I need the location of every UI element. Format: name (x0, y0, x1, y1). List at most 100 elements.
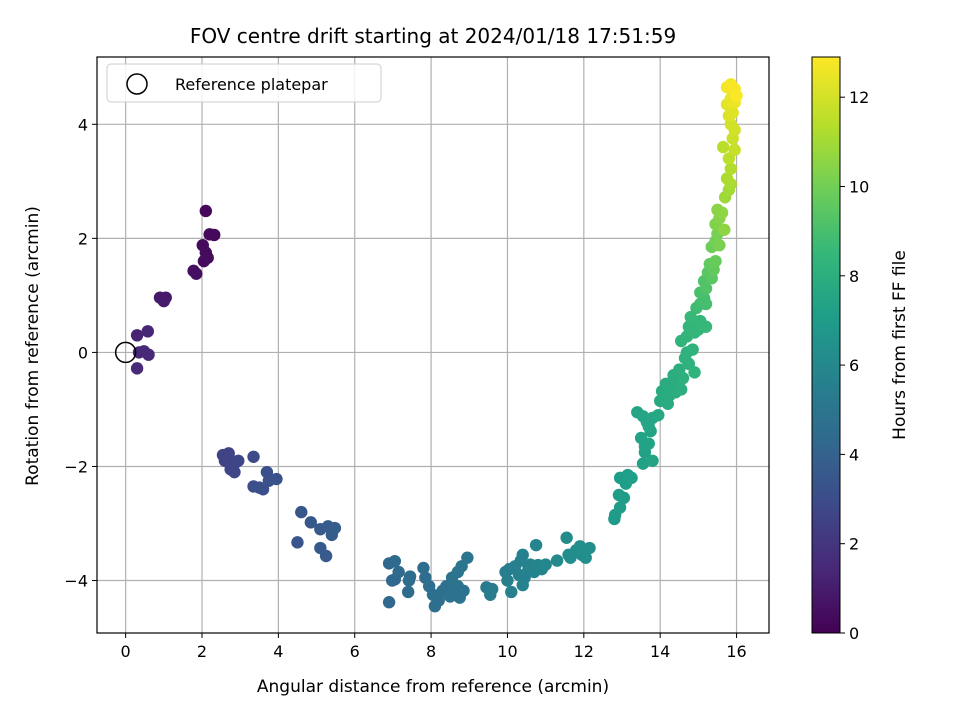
axes: 0 2 4 6 8 10 12 14 16 −4 −2 0 2 4 (64, 56, 770, 661)
colorbar-tick-label: 0 (849, 624, 859, 643)
data-point (291, 536, 304, 549)
data-point (688, 366, 701, 379)
legend-label-reference: Reference platepar (175, 75, 328, 94)
data-point (516, 548, 529, 562)
data-point (232, 454, 245, 467)
data-point (417, 561, 430, 575)
data-point (718, 223, 731, 236)
data-point (646, 454, 659, 467)
colorbar-tick-label: 6 (849, 356, 859, 375)
data-point (392, 565, 405, 579)
data-point (539, 558, 552, 571)
colorbar-tick-label: 8 (849, 267, 859, 286)
data-point (652, 408, 665, 422)
plot-frame (96, 56, 770, 634)
legend-box (106, 63, 382, 103)
data-point (613, 501, 627, 514)
x-tick-label: 2 (197, 642, 207, 661)
colorbar-label: Hours from first FF file (890, 250, 910, 440)
data-point (130, 362, 144, 375)
data-point (432, 594, 445, 607)
y-tick-label: 2 (78, 229, 88, 248)
data-point (201, 251, 214, 264)
data-point (270, 472, 283, 486)
colorbar-tick-label: 4 (849, 445, 859, 464)
data-point (228, 465, 241, 479)
colorbar-tick-label: 10 (849, 177, 869, 196)
x-tick-label: 4 (273, 642, 283, 661)
data-point (505, 585, 518, 599)
colorbar-tick-label: 2 (849, 535, 859, 554)
data-point (485, 582, 499, 596)
data-point (142, 348, 155, 361)
data-point (676, 371, 690, 385)
x-tick-label: 0 (121, 642, 131, 661)
data-point (388, 554, 402, 568)
data-point (560, 531, 573, 544)
data-point (403, 570, 417, 583)
data-point (724, 162, 738, 175)
grid (97, 57, 769, 633)
x-tick-label: 10 (497, 642, 517, 661)
data-point (713, 238, 726, 252)
colorbar: 0 2 4 6 8 10 12 (811, 56, 869, 643)
data-point (295, 505, 308, 519)
y-tick-label: −2 (64, 457, 88, 476)
data-point (728, 123, 741, 137)
data-point (401, 585, 415, 599)
data-point (385, 574, 399, 587)
chart-title: FOV centre drift starting at 2024/01/18 … (190, 24, 676, 48)
data-point (208, 228, 221, 242)
data-point (709, 254, 722, 268)
data-point (190, 267, 203, 280)
colorbar-tick-label: 12 (849, 88, 869, 107)
data-point (684, 310, 697, 324)
data-point (720, 172, 734, 185)
y-tick-label: 4 (78, 115, 88, 134)
data-point (247, 450, 260, 463)
x-axis-label: Angular distance from reference (arcmin) (257, 677, 609, 697)
data-point (642, 437, 655, 450)
data-point (130, 329, 144, 342)
x-tick-label: 16 (726, 642, 746, 661)
data-point (716, 140, 730, 154)
x-tick-label: 6 (350, 642, 360, 661)
data-point (319, 549, 333, 563)
x-tick-label: 14 (650, 642, 670, 661)
data-point (304, 516, 318, 529)
data-point (625, 471, 638, 485)
data-point (141, 325, 154, 338)
data-point (461, 551, 474, 564)
data-point (199, 204, 213, 218)
legend-marker-reference (126, 73, 148, 95)
reference-platepar-marker (114, 341, 137, 364)
data-point (529, 538, 543, 552)
data-point (579, 551, 592, 564)
legend: Reference platepar (106, 63, 382, 103)
data-point (516, 578, 529, 592)
data-point (550, 554, 564, 567)
data-point (636, 457, 650, 470)
data-point (157, 294, 171, 308)
data-point (457, 584, 470, 597)
y-tick-label: 0 (78, 343, 88, 362)
data-point (674, 383, 688, 396)
data-point (686, 343, 699, 356)
data-point (728, 143, 741, 157)
data-point (730, 89, 743, 102)
data-point (699, 297, 713, 311)
y-axis-label: Rotation from reference (arcmin) (23, 206, 43, 486)
x-tick-label: 12 (574, 642, 594, 661)
data-point (501, 574, 514, 587)
data-point (382, 596, 396, 609)
data-point (328, 521, 342, 535)
colorbar-gradient (811, 56, 841, 634)
data-point (617, 491, 631, 505)
data-point (699, 320, 713, 333)
x-tick-label: 8 (426, 642, 436, 661)
scatter-points (114, 78, 743, 613)
data-point (699, 282, 713, 295)
data-point (583, 541, 596, 555)
